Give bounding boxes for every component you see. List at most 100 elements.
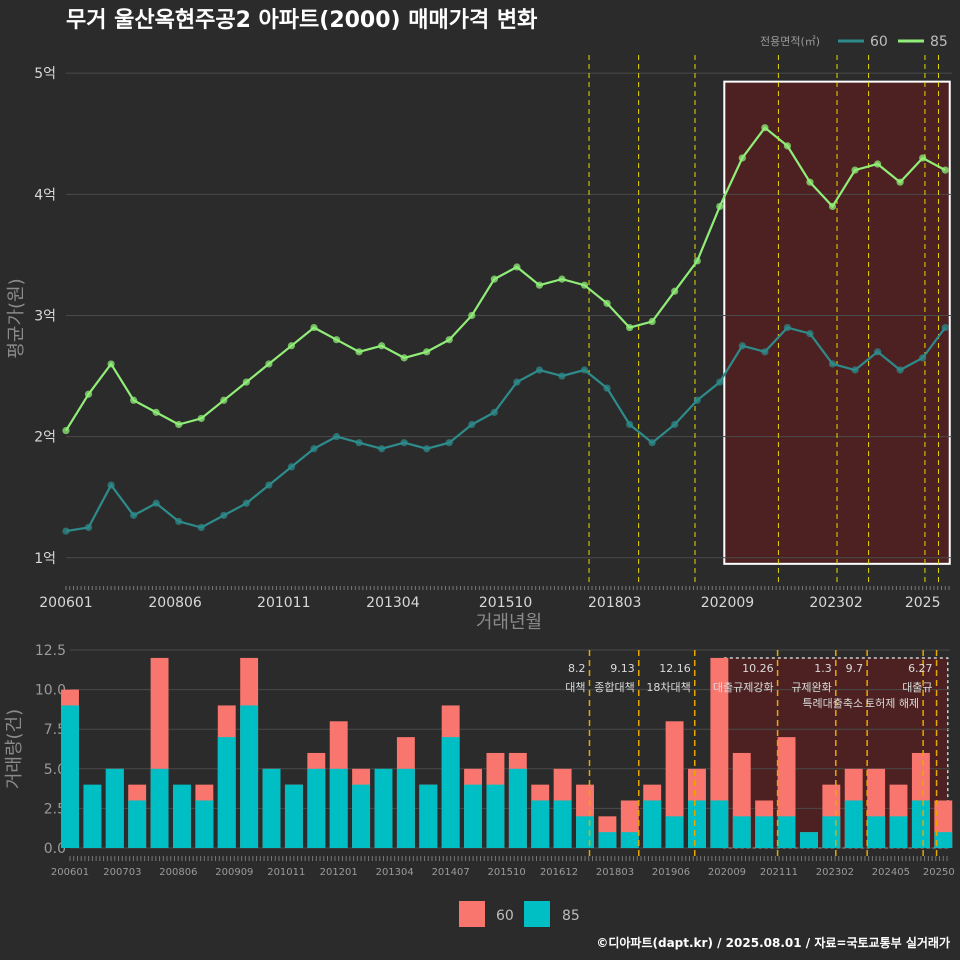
series-point-85 (783, 142, 792, 150)
policy-date-label: 1.3 (814, 662, 832, 675)
series-point-85 (896, 178, 904, 186)
series-point-60 (558, 372, 566, 380)
y-tick-label: 5억 (34, 66, 56, 82)
bar-85 (329, 768, 348, 848)
bar-85 (553, 800, 572, 848)
series-point-60 (355, 439, 363, 447)
x-tick-label: 201803 (588, 595, 641, 611)
series-point-60 (423, 445, 431, 453)
policy-date-label: 6.27 (908, 662, 933, 675)
bar-85 (598, 832, 617, 848)
bar-85 (61, 705, 79, 848)
series-point-85 (107, 360, 115, 368)
bar-85 (911, 800, 930, 848)
series-point-85 (130, 396, 138, 404)
legend-title: 전용면적(㎡) (760, 35, 820, 48)
bar-85 (531, 800, 550, 848)
bar-85 (576, 816, 594, 848)
legend-bar-label-60: 60 (496, 908, 514, 924)
x-tick-label-bottom: 202302 (816, 867, 854, 878)
series-point-60 (580, 366, 589, 374)
bar-85 (799, 832, 818, 848)
bar-85 (240, 705, 259, 848)
series-line-85 (65, 126, 946, 432)
policy-date-label: 9.7 (846, 662, 864, 675)
legend-label-60: 60 (870, 34, 888, 50)
bar-85 (105, 768, 124, 848)
series-point-60 (310, 445, 318, 453)
bar-85 (755, 816, 774, 848)
series-point-60 (761, 348, 769, 356)
y-tick-label: 4억 (34, 187, 56, 203)
series-point-60 (468, 420, 476, 429)
volume-panel: 0.0 2.5 5.0 7.5 10.0 12.5 8.2 대책 9.13 종합대책 12.16 18… (4, 643, 955, 878)
y-tick-label: 1억 (34, 551, 56, 567)
x-tick-label: 202009 (701, 595, 754, 611)
x-tick-label-bottom: 201803 (596, 867, 634, 878)
series-point-85 (558, 275, 566, 283)
bar-85 (688, 800, 706, 848)
bar-85 (352, 784, 371, 848)
y-tick-label-bottom: 0.0 (44, 841, 66, 857)
series-point-85 (84, 390, 93, 398)
series-point-85 (242, 378, 250, 386)
x-tick-label-bottom: 201407 (432, 867, 470, 878)
legend-bar-swatch-60 (459, 901, 485, 927)
series-point-60 (671, 420, 679, 429)
x-tick-label-bottom: 201304 (376, 867, 414, 878)
policy-name-label: 종합대책 (594, 681, 634, 694)
bar-85 (844, 800, 863, 848)
series-point-85 (828, 202, 837, 211)
x-tick-label-bottom: 201510 (488, 867, 526, 878)
legend-bar-label-85: 85 (562, 908, 580, 924)
series-point-60 (84, 523, 93, 532)
x-tick-label: 2025 (905, 595, 941, 611)
series-point-60 (693, 396, 701, 404)
policy-date-label: 9.13 (610, 662, 635, 675)
series-point-60 (851, 366, 859, 374)
series-point-85 (919, 154, 927, 162)
bar-85 (173, 784, 191, 848)
x-tick-label-bottom: 200703 (103, 867, 141, 878)
x-tick-label-bottom: 202009 (708, 867, 746, 878)
series-point-85 (626, 323, 634, 332)
series-point-85 (265, 360, 273, 368)
series-point-60 (242, 499, 250, 507)
legend-bar-swatch-85 (524, 901, 550, 927)
bar-85 (822, 816, 841, 848)
bar-85 (150, 768, 169, 848)
policy-date-label: 8.2 (568, 662, 586, 675)
bar-85 (665, 816, 684, 848)
series-point-60 (287, 463, 296, 471)
x-tick-label-bottom: 201201 (320, 867, 358, 878)
series-point-85 (761, 124, 769, 132)
x-tick-label: 201304 (366, 595, 420, 611)
series-point-60 (107, 481, 115, 489)
series-point-85 (62, 426, 70, 435)
policy-name-label: 대책 (565, 681, 585, 694)
bar-85 (284, 784, 303, 848)
series-point-60 (648, 439, 656, 447)
policy-name-label: 규제완화 (791, 681, 831, 694)
series-point-85 (197, 414, 205, 423)
recent-highlight-box (723, 80, 951, 565)
x-tick-label-bottom: 200909 (215, 867, 253, 878)
bar-85 (195, 800, 214, 848)
policy-name-label: 18차대책 (646, 681, 690, 694)
series-point-60 (783, 323, 792, 332)
series-point-60 (175, 517, 183, 526)
series-point-85 (152, 408, 160, 416)
x-tick-label-bottom: 202111 (760, 867, 798, 878)
bar-85 (262, 768, 281, 848)
series-point-85 (580, 281, 589, 289)
y-tick-label-bottom: 2.5 (44, 801, 66, 817)
bar-85 (83, 784, 102, 848)
x-tick-label-bottom: 201906 (652, 867, 690, 878)
y-tick-label-bottom: 7.5 (44, 722, 66, 738)
y-tick-label-bottom: 5.0 (44, 762, 66, 778)
y-axis-label-bottom: 거래량(건) (4, 709, 25, 789)
bar-85 (710, 800, 729, 848)
x-tick-label-bottom: 202405 (872, 867, 910, 878)
x-tick-label: 202302 (809, 595, 862, 611)
